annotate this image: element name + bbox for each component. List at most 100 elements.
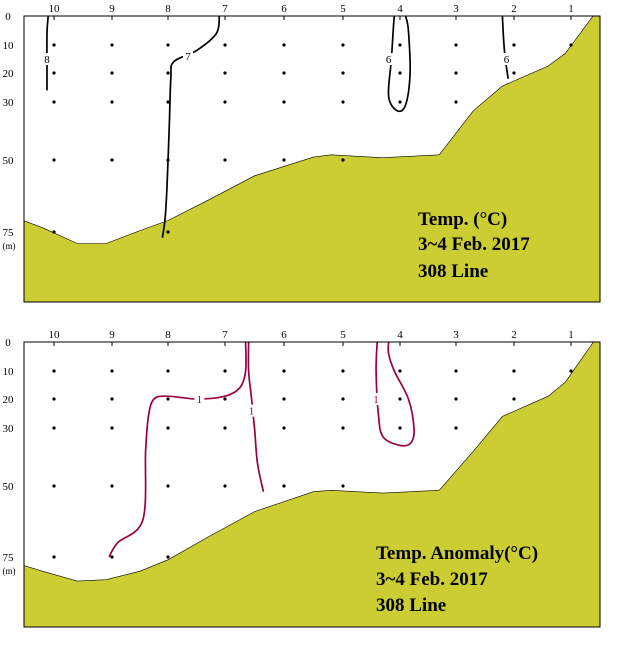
chart-title: Temp. Anomaly(°C) bbox=[376, 543, 538, 564]
sample-point bbox=[398, 43, 402, 47]
sample-point bbox=[52, 484, 56, 488]
contour-line bbox=[108, 342, 247, 558]
contour-label-bg bbox=[383, 53, 394, 65]
contour-label-bg bbox=[194, 393, 205, 405]
sample-point bbox=[166, 43, 170, 47]
sample-point bbox=[341, 158, 345, 162]
sample-point bbox=[454, 397, 458, 401]
station-label: 6 bbox=[281, 3, 287, 15]
sample-point bbox=[52, 230, 56, 234]
sample-point bbox=[454, 43, 458, 47]
contour-label-bg bbox=[371, 393, 382, 405]
sample-point bbox=[282, 484, 286, 488]
sample-point bbox=[223, 100, 227, 104]
depth-label: 50 bbox=[3, 155, 15, 167]
sample-point bbox=[282, 100, 286, 104]
station-label: 10 bbox=[49, 329, 61, 341]
sample-point bbox=[341, 100, 345, 104]
sample-point bbox=[341, 369, 345, 373]
sample-point bbox=[398, 397, 402, 401]
depth-label: 50 bbox=[3, 481, 15, 493]
plot-frame bbox=[23, 341, 601, 628]
depth-unit: (m) bbox=[3, 241, 16, 251]
sample-point bbox=[223, 71, 227, 75]
contour-label-bg bbox=[246, 404, 257, 417]
sample-point bbox=[110, 426, 114, 430]
depth-label: 10 bbox=[3, 40, 15, 52]
sample-point bbox=[52, 426, 56, 430]
sample-point bbox=[110, 555, 114, 559]
station-label: 4 bbox=[397, 329, 403, 341]
contour-line bbox=[501, 16, 510, 79]
contour-label-bg bbox=[182, 50, 193, 63]
sample-point bbox=[512, 71, 516, 75]
sample-point bbox=[341, 43, 345, 47]
sample-point bbox=[52, 158, 56, 162]
sample-point bbox=[454, 100, 458, 104]
station-label: 4 bbox=[397, 3, 403, 15]
contour-line bbox=[387, 16, 412, 113]
chart-section: 308 Line bbox=[376, 595, 446, 616]
depth-label: 20 bbox=[3, 394, 15, 406]
sample-point bbox=[223, 158, 227, 162]
sample-point bbox=[398, 426, 402, 430]
sample-point bbox=[282, 43, 286, 47]
sample-point bbox=[223, 397, 227, 401]
sample-point bbox=[223, 426, 227, 430]
sample-point bbox=[166, 158, 170, 162]
depth-label: 30 bbox=[3, 423, 15, 435]
sample-point bbox=[52, 100, 56, 104]
chart-section: 308 Line bbox=[418, 261, 488, 282]
sample-point bbox=[569, 369, 573, 373]
station-label: 7 bbox=[222, 329, 228, 341]
sample-point bbox=[52, 555, 56, 559]
station-label: 6 bbox=[281, 329, 287, 341]
contour-label-bg bbox=[501, 53, 512, 65]
contour-label: 1 bbox=[249, 406, 255, 418]
sample-point bbox=[341, 397, 345, 401]
sample-point bbox=[52, 397, 56, 401]
sample-point bbox=[110, 71, 114, 75]
sample-point bbox=[454, 369, 458, 373]
sample-point bbox=[282, 71, 286, 75]
plot-frame bbox=[23, 15, 601, 303]
depth-label: 0 bbox=[5, 337, 11, 349]
station-label: 1 bbox=[568, 3, 574, 15]
contour-label: 7 bbox=[185, 51, 191, 63]
depth-label: 0 bbox=[5, 11, 11, 23]
depth-label: 20 bbox=[3, 68, 15, 80]
station-label: 3 bbox=[453, 3, 459, 15]
sample-point bbox=[282, 369, 286, 373]
sample-point bbox=[223, 484, 227, 488]
sample-point bbox=[166, 100, 170, 104]
sample-point bbox=[454, 426, 458, 430]
contour-line bbox=[161, 16, 221, 238]
sample-point bbox=[110, 369, 114, 373]
chart-date: 3~4 Feb. 2017 bbox=[376, 569, 488, 590]
sample-point bbox=[52, 71, 56, 75]
station-label: 5 bbox=[340, 329, 346, 341]
depth-unit: (m) bbox=[3, 566, 16, 576]
sample-point bbox=[282, 426, 286, 430]
sample-point bbox=[52, 43, 56, 47]
sample-point bbox=[569, 43, 573, 47]
chart-date: 3~4 Feb. 2017 bbox=[418, 234, 530, 255]
sample-point bbox=[341, 71, 345, 75]
sample-point bbox=[398, 71, 402, 75]
sample-point bbox=[52, 369, 56, 373]
sample-point bbox=[166, 426, 170, 430]
sample-point bbox=[398, 369, 402, 373]
sample-point bbox=[166, 484, 170, 488]
station-label: 9 bbox=[109, 3, 115, 15]
station-label: 8 bbox=[165, 329, 171, 341]
sample-point bbox=[341, 484, 345, 488]
sample-point bbox=[166, 230, 170, 234]
contour-label-bg bbox=[42, 53, 53, 65]
sample-point bbox=[110, 484, 114, 488]
sample-point bbox=[166, 397, 170, 401]
sample-point bbox=[110, 100, 114, 104]
depth-label: 10 bbox=[3, 366, 15, 378]
